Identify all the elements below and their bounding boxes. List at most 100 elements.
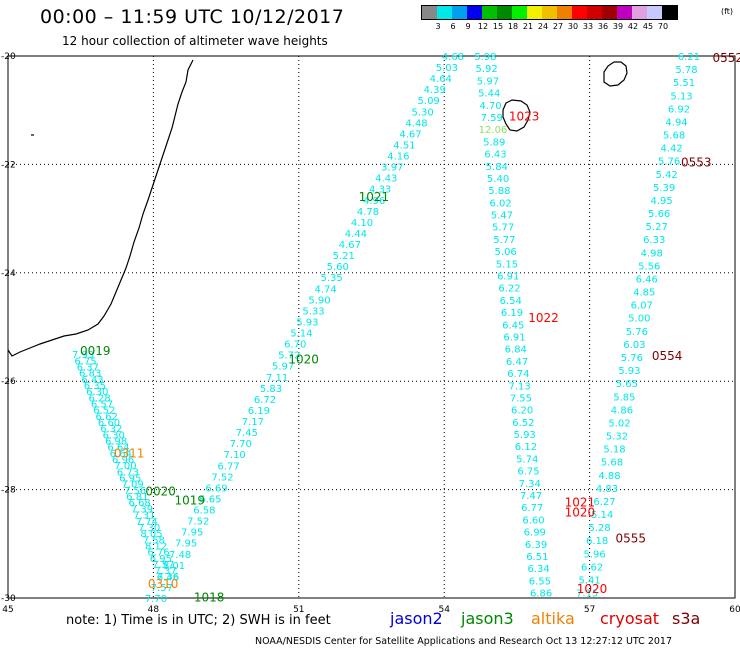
wave-height-value: 4.64 <box>430 74 452 85</box>
wave-height-value: 6.52 <box>512 418 534 429</box>
map-title: 00:00 – 11:59 UTC 10/12/2017 <box>40 6 345 28</box>
wave-height-value: 6.02 <box>489 198 511 209</box>
wave-height-value: 6.75 <box>517 467 539 478</box>
wave-height-value: 5.72 <box>278 351 300 362</box>
wave-height-value: 7.39 <box>131 504 153 515</box>
legend-label: 21 <box>522 22 534 31</box>
legend-label: 45 <box>642 22 654 31</box>
wave-height-value: 5.56 <box>638 261 660 272</box>
legend-label: 24 <box>537 22 549 31</box>
wave-height-value: 5.30 <box>411 107 433 118</box>
wave-height-value: 4.43 <box>375 174 397 185</box>
wave-height-value: 5.41 <box>579 575 601 586</box>
wave-height-value: 6.35 <box>84 381 106 392</box>
wave-height-value: 5.98 <box>474 52 496 63</box>
wave-height-value: 5.76 <box>658 157 680 168</box>
wave-height-value: 6.43 <box>484 150 506 161</box>
wave-height-value: 4.44 <box>345 229 367 240</box>
satellite-legend-item: jason2 <box>390 609 443 628</box>
wave-height-value: 4.10 <box>351 218 373 229</box>
wave-height-value: 6.91 <box>497 272 519 283</box>
wave-height-value: 4.42 <box>660 144 682 155</box>
wave-height-value: 5.14 <box>290 329 312 340</box>
wave-height-value: 8.12 <box>145 541 167 552</box>
legend-swatch <box>632 6 647 19</box>
pass-label: 1020 <box>577 582 608 596</box>
wave-height-value: 8.01 <box>163 561 185 572</box>
pass-label: 1021 <box>565 496 596 510</box>
wave-height-value: 6.62 <box>581 562 603 573</box>
y-tick-label: -26 <box>1 377 16 387</box>
wave-height-value: 5.15 <box>496 259 518 270</box>
wave-height-value: 3.97 <box>381 163 403 174</box>
wave-height-value: 4.83 <box>596 484 618 495</box>
pass-label: 0020 <box>145 485 176 499</box>
wave-height-value: 6.57 <box>91 399 113 410</box>
y-tick-label: -30 <box>1 594 16 604</box>
pass-label: 1020 <box>288 352 319 366</box>
altimeter-tracks: 4.685.034.644.395.095.304.484.674.514.16… <box>72 52 700 605</box>
legend-label: 27 <box>552 22 564 31</box>
wave-height-value: 6.68 <box>129 498 151 509</box>
legend-label: 39 <box>612 22 624 31</box>
pass-label: 1021 <box>359 190 390 204</box>
lat-lon-grid <box>7 55 736 599</box>
legend-label: 3 <box>435 22 441 31</box>
wave-height-value: 6.95 <box>150 554 172 565</box>
wave-height-value: 8.05 <box>140 529 162 540</box>
legend-labels: 3 6 9 12 15 18 21 24 27 30 33 36 39 42 45 70 <box>421 20 678 34</box>
wave-height-value: 6.07 <box>631 301 653 312</box>
wave-height-value: 4.94 <box>665 117 687 128</box>
legend-swatch <box>437 6 452 19</box>
wave-height-value: 5.44 <box>478 89 500 100</box>
wave-height-value: 4.68 <box>442 52 464 63</box>
wave-height-value: 5.32 <box>606 432 628 443</box>
legend-swatch <box>647 6 662 19</box>
wave-height-value: 7.47 <box>520 491 542 502</box>
wave-height-value: 6.62 <box>96 412 118 423</box>
wave-height-value: 7.31 <box>133 511 155 522</box>
wave-height-value: 7.52 <box>211 472 233 483</box>
wave-height-value: 7.95 <box>175 539 197 550</box>
wave-height-value: 6.91 <box>503 332 525 343</box>
pass-label: 1019 <box>174 493 205 507</box>
wave-height-value: 6.37 <box>77 362 99 373</box>
legend-swatch <box>527 6 542 19</box>
wave-height-value: 7.59 <box>481 113 503 124</box>
wave-height-value: 12.06 <box>479 125 508 136</box>
wave-height-value: 6.12 <box>515 442 537 453</box>
wave-height-value: 6.19 <box>248 406 270 417</box>
wave-height-value: 5.85 <box>613 392 635 403</box>
wave-height-value: 7.17 <box>242 417 264 428</box>
x-tick-label: 48 <box>148 605 160 615</box>
pass-labels: 1018101910201021001900200311031010231022… <box>80 51 740 604</box>
wave-height-value: 6.77 <box>217 461 239 472</box>
wave-height-value: 5.97 <box>477 76 499 87</box>
wave-height-value: 6.30 <box>103 430 125 441</box>
wave-height-value: 5.97 <box>272 362 294 373</box>
map-note: note: 1) Time is in UTC; 2) SWH is in fe… <box>66 613 331 628</box>
legend-swatch <box>662 6 677 19</box>
wave-height-value: 6.30 <box>86 387 108 398</box>
wave-height-value: 6.21 <box>678 52 700 63</box>
wave-height-value: 5.77 <box>492 223 514 234</box>
wave-height-value: 7.48 <box>169 550 191 561</box>
wave-height-value: 7.57 <box>151 583 173 594</box>
wave-height-value: 5.93 <box>296 317 318 328</box>
pass-label: 0552 <box>712 51 740 65</box>
wave-height-value: 7.55 <box>510 393 532 404</box>
wave-height-value: 4.48 <box>405 118 427 129</box>
satellite-legend-item: altika <box>531 609 575 628</box>
wave-height-value: 5.65 <box>616 379 638 390</box>
x-tick-label: 57 <box>584 605 595 615</box>
wave-height-value: 5.00 <box>628 314 650 325</box>
legend-swatch <box>572 6 587 19</box>
wave-height-value: 7.45 <box>236 428 258 439</box>
wave-height-value: 4.95 <box>651 196 673 207</box>
wave-height-value: 6.70 <box>284 340 306 351</box>
legend-swatch <box>557 6 572 19</box>
pass-label: 1018 <box>194 590 225 604</box>
wave-height-value: 6.69 <box>205 483 227 494</box>
pass-label: 1022 <box>528 311 559 325</box>
y-tick-label: -22 <box>1 160 16 170</box>
